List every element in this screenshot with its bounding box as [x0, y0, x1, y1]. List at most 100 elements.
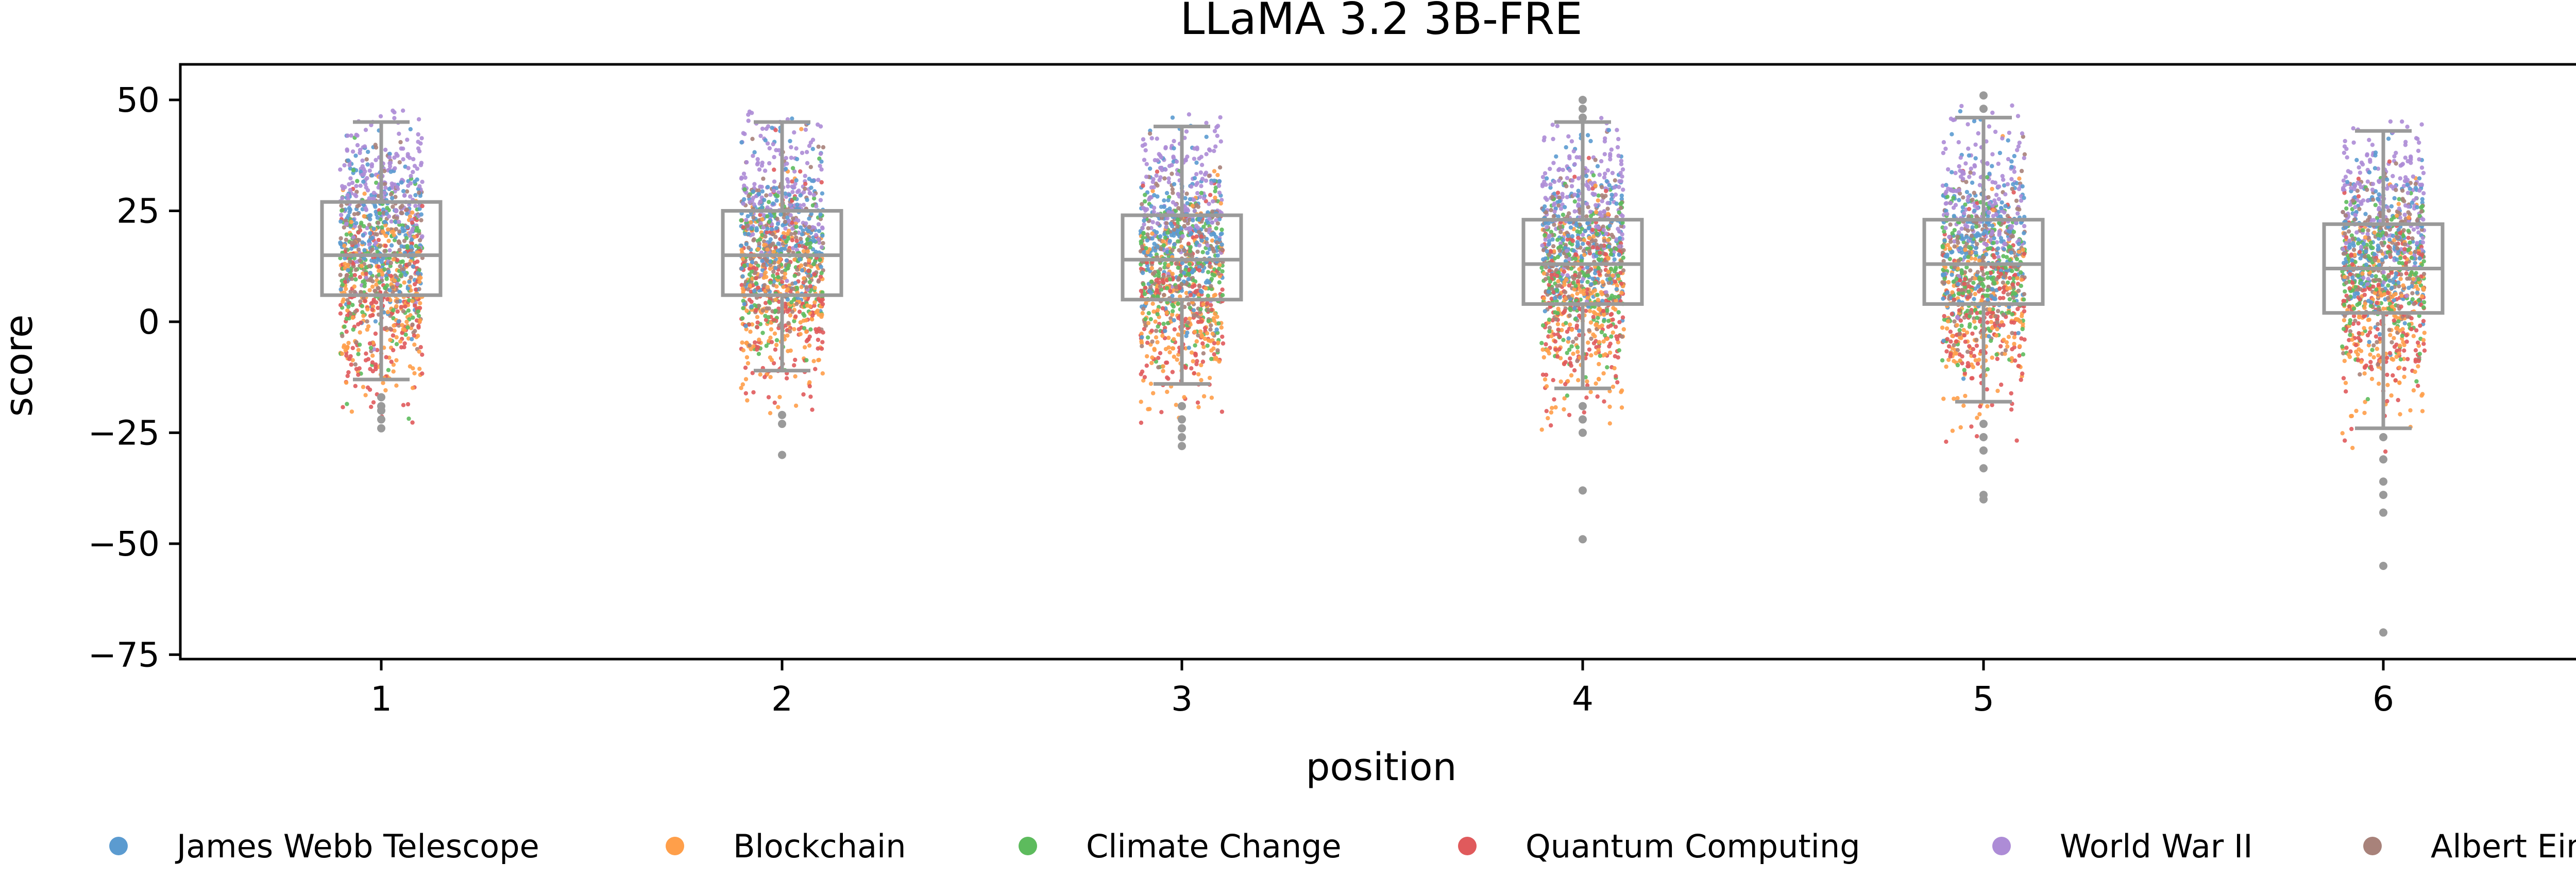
strip-point	[1564, 184, 1569, 188]
strip-point	[1550, 237, 1555, 242]
strip-point	[772, 260, 777, 265]
strip-point	[410, 322, 415, 327]
strip-point	[759, 205, 764, 210]
strip-point	[1174, 285, 1179, 290]
strip-point	[1590, 228, 1595, 232]
strip-point	[1558, 379, 1563, 384]
strip-point	[370, 307, 375, 312]
strip-point	[338, 236, 343, 240]
strip-point	[374, 282, 379, 287]
strip-point	[1170, 370, 1175, 374]
strip-point	[1145, 335, 1150, 340]
strip-point	[1609, 197, 1614, 201]
strip-point	[1571, 248, 1576, 253]
strip-point	[1209, 395, 1214, 400]
strip-point	[1546, 289, 1551, 294]
strip-point	[771, 318, 776, 322]
strip-point	[375, 249, 380, 254]
strip-point	[1165, 321, 1171, 325]
strip-point	[1971, 347, 1976, 352]
strip-point	[790, 116, 794, 121]
strip-point	[352, 212, 357, 217]
strip-point	[1191, 313, 1196, 318]
strip-point	[1141, 282, 1146, 287]
strip-point	[349, 409, 354, 414]
strip-point	[744, 218, 749, 222]
strip-point	[772, 188, 776, 193]
strip-point	[1196, 333, 1200, 338]
strip-point	[745, 223, 750, 228]
strip-point	[417, 184, 422, 188]
strip-point	[773, 347, 778, 352]
strip-point	[386, 214, 392, 219]
strip-point	[1574, 336, 1579, 341]
strip-point	[1141, 235, 1145, 240]
strip-point	[346, 340, 351, 346]
strip-point	[1192, 371, 1197, 375]
strip-point	[1141, 306, 1146, 311]
strip-point	[765, 258, 769, 263]
strip-point	[1609, 334, 1614, 339]
strip-point	[740, 316, 745, 321]
strip-point	[367, 341, 372, 346]
strip-point	[1178, 294, 1182, 299]
strip-point	[1152, 348, 1157, 352]
strip-point	[1170, 163, 1174, 167]
strip-point	[1139, 239, 1143, 244]
strip-point	[1164, 225, 1168, 229]
strip-point	[1995, 356, 1999, 361]
strip-point	[1215, 253, 1220, 258]
strip-point	[1161, 321, 1166, 326]
strip-point	[1164, 221, 1169, 226]
strip-point	[1581, 288, 1586, 293]
strip-point	[354, 367, 359, 371]
strip-point	[1617, 236, 1622, 240]
strip-point	[404, 319, 409, 324]
strip-point	[1199, 333, 1204, 337]
strip-point	[1592, 192, 1597, 197]
strip-point	[790, 227, 795, 231]
strip-point	[765, 227, 770, 231]
strip-point	[1200, 177, 1205, 181]
strip-point	[1207, 201, 1211, 206]
strip-point	[1603, 171, 1607, 176]
strip-point	[1578, 306, 1582, 311]
strip-point	[1164, 360, 1168, 365]
strip-point	[771, 361, 776, 366]
strip-point	[1545, 249, 1549, 254]
strip-point	[395, 309, 400, 314]
strip-point	[758, 199, 763, 204]
strip-point	[1539, 265, 1544, 270]
strip-point	[1550, 318, 1555, 323]
strip-point	[1552, 209, 1557, 214]
strip-point	[793, 314, 798, 319]
strip-point	[1220, 247, 1225, 252]
strip-point	[1212, 169, 1217, 174]
strip-point	[382, 267, 387, 272]
strip-point	[397, 229, 402, 234]
strip-point	[1608, 153, 1613, 159]
strip-point	[1214, 327, 1219, 332]
strip-point	[765, 141, 770, 146]
strip-point	[1215, 315, 1219, 319]
strip-point	[381, 381, 385, 385]
strip-point	[819, 265, 823, 269]
strip-point	[1562, 282, 1567, 287]
strip-point	[394, 383, 399, 388]
strip-point	[763, 138, 768, 143]
strip-point	[755, 320, 760, 325]
strip-point	[363, 169, 367, 174]
strip-point	[341, 299, 345, 304]
strip-point	[1563, 290, 1568, 295]
strip-point	[1200, 269, 1205, 273]
strip-point	[1208, 327, 1213, 332]
strip-point	[1555, 191, 1561, 195]
strip-point	[778, 256, 783, 261]
strip-point	[814, 233, 819, 237]
strip-point	[1165, 216, 1170, 221]
strip-point	[818, 212, 823, 217]
strip-point	[1155, 158, 1160, 163]
strip-point	[1551, 203, 1556, 208]
strip-point	[1568, 322, 1572, 327]
strip-point	[1617, 252, 1621, 257]
